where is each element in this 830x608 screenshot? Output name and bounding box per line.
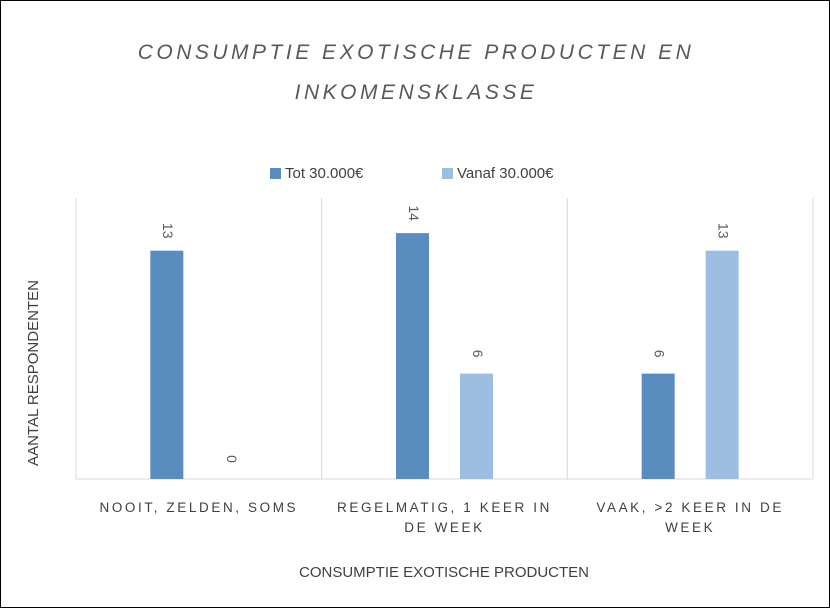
- legend-label: Vanaf 30.000€: [457, 165, 554, 182]
- bar: [150, 250, 184, 479]
- x-tick-label: VAAK, >2 KEER IN DE WEEK: [596, 500, 784, 535]
- bar: [396, 233, 429, 479]
- value-label: 0: [224, 455, 240, 463]
- value-label: 6: [470, 350, 486, 358]
- bar: [705, 250, 739, 479]
- x-axis-title: CONSUMPTIE EXOTISCHE PRODUCTEN: [299, 564, 589, 581]
- value-label: 6: [651, 350, 667, 358]
- bar: [641, 373, 675, 479]
- legend-swatch: [442, 168, 453, 179]
- y-axis-title: AANTAL RESPONDENTEN: [25, 280, 42, 466]
- value-label: 14: [406, 205, 422, 221]
- x-tick-label: NOOIT, ZELDEN, SOMS: [99, 500, 299, 515]
- legend-label: Tot 30.000€: [285, 165, 364, 182]
- chart-title: CONSUMPTIE EXOTISCHE PRODUCTEN EN INKOME…: [137, 41, 695, 104]
- value-label: 13: [160, 223, 176, 239]
- legend-swatch: [270, 168, 281, 179]
- bar: [460, 373, 493, 479]
- x-tick-label: REGELMATIG, 1 KEER IN DE WEEK: [337, 500, 552, 535]
- value-label: 13: [715, 223, 731, 239]
